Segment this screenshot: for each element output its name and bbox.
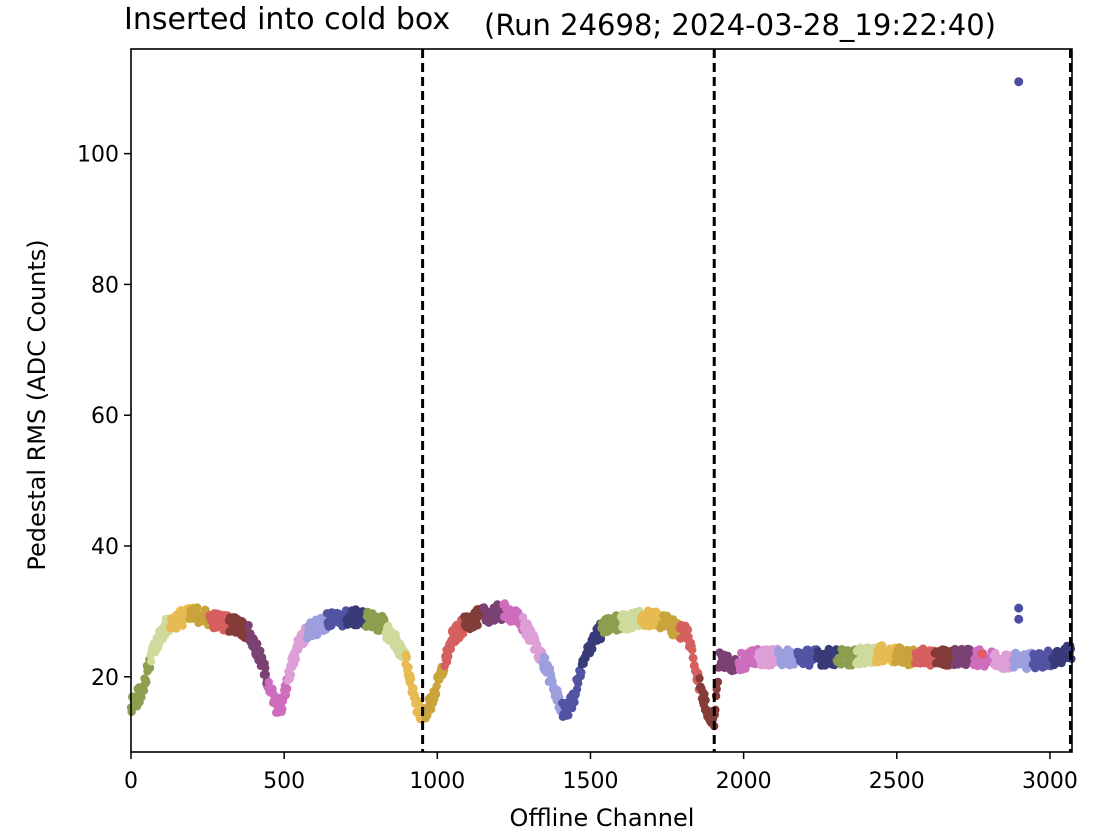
y-tick-label: 60 [91,404,119,429]
data-point [689,653,698,663]
data-point [432,681,441,691]
group-dividers [421,49,1072,752]
outlier-point [1014,603,1024,613]
chart-title-right: (Run 24698; 2024-03-28_19:22:40) [484,8,996,42]
x-tick-label: 0 [124,769,138,794]
outlier-point [1014,614,1024,624]
data-point [145,663,155,673]
y-tick-label: 100 [77,143,119,168]
data-point [713,677,723,687]
data-point [444,652,453,661]
data-point [688,645,697,655]
data-point [406,674,416,684]
data-point [137,693,146,702]
data-point [139,686,149,695]
x-tick-label: 1000 [409,769,465,794]
data-point [142,677,151,687]
x-axis-label: Offline Channel [510,804,695,832]
data-point [193,603,202,612]
y-tick-label: 40 [91,535,119,560]
x-tick-label: 2500 [869,769,925,794]
data-point [256,646,265,655]
data-point [244,621,253,630]
data-point [577,668,586,677]
data-point [1066,644,1076,654]
data-point [683,625,693,634]
chart-title-left: Inserted into cold box [124,2,451,37]
data-point [253,639,262,648]
data-point [570,698,579,707]
data-point [701,696,710,705]
data-point [283,684,292,693]
x-tick-label: 500 [263,769,305,794]
data-point [261,663,270,673]
data-point [877,641,887,650]
data-point [564,711,573,720]
outlier-point [977,649,987,659]
y-axis-label: Pedestal RMS (ADC Counts) [23,239,51,570]
data-point [473,621,482,630]
data-point [431,690,441,699]
data-point [404,663,413,672]
x-tick-label: 3000 [1022,769,1078,794]
data-point [402,653,411,662]
data-point [264,677,273,687]
x-axis: 0 500 1000 1500 2000 2500 3000 [124,752,1078,794]
data-point [291,655,300,664]
data-point [518,613,528,622]
data-points [126,77,1076,731]
data-point [178,621,187,630]
data-point [596,634,606,644]
data-point [446,644,455,654]
data-point [588,644,597,654]
data-point [147,657,156,666]
data-point [286,670,296,680]
y-tick-label: 80 [91,273,119,298]
plot-frame [130,48,1073,753]
outlier-point [1014,77,1024,87]
x-tick-label: 1500 [562,769,618,794]
x-tick-label: 2000 [716,769,772,794]
y-tick-label: 20 [91,666,119,691]
y-axis: 20 40 60 80 100 [77,143,131,691]
data-point [458,629,468,638]
data-point [278,704,287,714]
data-point [409,684,418,693]
data-point [540,654,550,663]
data-point [695,674,704,683]
